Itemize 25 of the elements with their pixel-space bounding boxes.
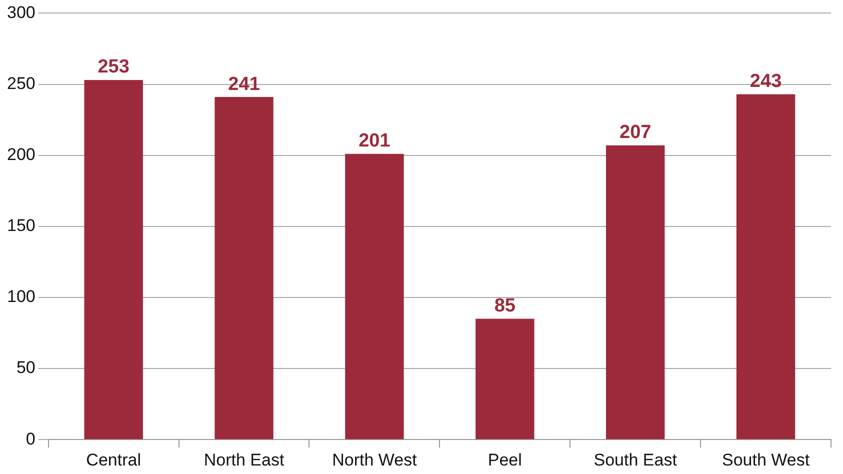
data-label: 201 — [358, 130, 391, 152]
y-tick-label: 250 — [6, 74, 36, 93]
bar — [84, 80, 143, 440]
bar — [606, 145, 665, 440]
x-tick-label: Central — [86, 450, 141, 470]
y-tick-label: 50 — [16, 358, 36, 378]
data-label: 243 — [750, 70, 782, 92]
bar — [214, 97, 274, 440]
x-tick-label: South West — [722, 450, 810, 470]
data-label: 207 — [619, 122, 652, 144]
y-tick-label: 100 — [6, 287, 36, 306]
data-label: 241 — [228, 74, 260, 95]
bar — [345, 154, 404, 440]
bar — [736, 94, 796, 440]
x-tick-label: North West — [332, 450, 418, 470]
bar — [476, 318, 534, 440]
y-tick-label: 300 — [6, 2, 36, 22]
data-label: 85 — [494, 296, 516, 317]
x-tick-label: North East — [204, 450, 284, 470]
y-tick-label: 200 — [6, 145, 36, 164]
y-tick-label: 0 — [26, 429, 36, 448]
x-tick-label: Peel — [488, 450, 522, 470]
y-tick-label: 150 — [6, 216, 36, 236]
data-label: 253 — [98, 56, 130, 78]
x-tick-label: South East — [594, 450, 678, 470]
